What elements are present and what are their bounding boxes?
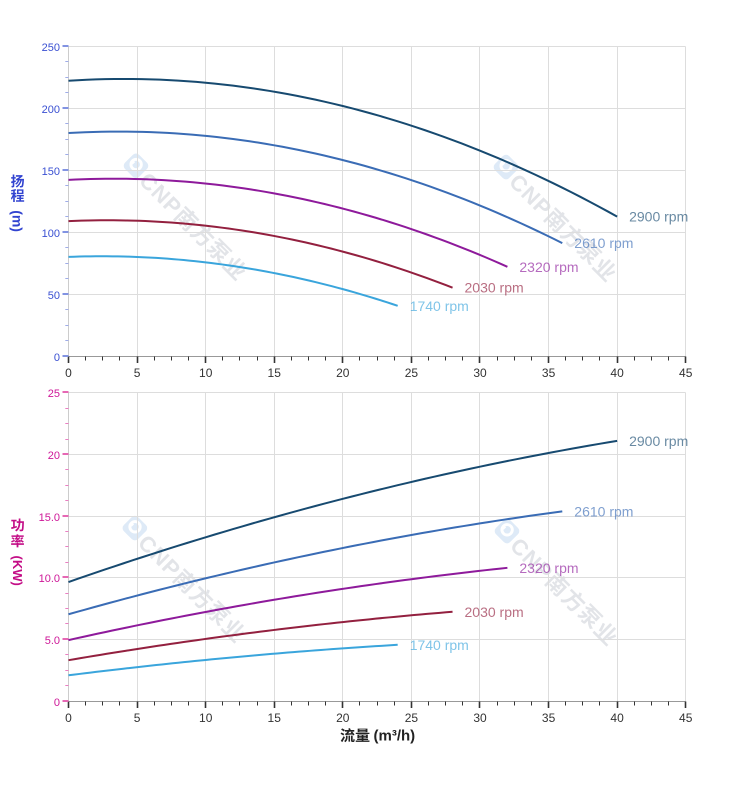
svg-text:45: 45 bbox=[679, 366, 693, 380]
svg-text:0: 0 bbox=[65, 366, 72, 380]
svg-text:15: 15 bbox=[268, 711, 282, 725]
svg-text:5.0: 5.0 bbox=[45, 635, 60, 647]
svg-text:150: 150 bbox=[42, 166, 60, 178]
svg-text:35: 35 bbox=[542, 711, 556, 725]
svg-text:20: 20 bbox=[336, 366, 350, 380]
svg-text:15: 15 bbox=[268, 366, 282, 380]
svg-text:0: 0 bbox=[65, 711, 72, 725]
svg-text:2610 rpm: 2610 rpm bbox=[574, 235, 633, 251]
svg-text:40: 40 bbox=[610, 366, 624, 380]
svg-text:5: 5 bbox=[134, 711, 141, 725]
svg-text:2030 rpm: 2030 rpm bbox=[465, 280, 524, 296]
svg-text:20: 20 bbox=[336, 711, 350, 725]
svg-text:25: 25 bbox=[405, 366, 419, 380]
svg-text:10: 10 bbox=[199, 366, 213, 380]
svg-text:20: 20 bbox=[48, 450, 60, 462]
svg-text:0: 0 bbox=[54, 697, 60, 709]
svg-text:5: 5 bbox=[134, 366, 141, 380]
svg-text:2610 rpm: 2610 rpm bbox=[574, 503, 633, 519]
svg-text:(KW): (KW) bbox=[10, 556, 25, 586]
svg-text:2320 rpm: 2320 rpm bbox=[519, 560, 578, 576]
svg-text:35: 35 bbox=[542, 366, 556, 380]
svg-text:250: 250 bbox=[42, 42, 60, 54]
svg-text:10: 10 bbox=[199, 711, 213, 725]
svg-text:40: 40 bbox=[610, 711, 624, 725]
svg-text:25: 25 bbox=[405, 711, 419, 725]
svg-text:(m³/h): (m³/h) bbox=[374, 728, 416, 745]
svg-text:30: 30 bbox=[473, 366, 487, 380]
svg-text:2320 rpm: 2320 rpm bbox=[519, 259, 578, 275]
svg-text:(m): (m) bbox=[10, 210, 26, 232]
svg-text:50: 50 bbox=[48, 290, 60, 302]
svg-text:2900 rpm: 2900 rpm bbox=[629, 209, 688, 225]
svg-text:200: 200 bbox=[42, 104, 60, 116]
svg-text:25: 25 bbox=[48, 388, 60, 400]
svg-text:2900 rpm: 2900 rpm bbox=[629, 433, 688, 449]
svg-text:2030 rpm: 2030 rpm bbox=[465, 604, 524, 620]
svg-text:45: 45 bbox=[679, 711, 693, 725]
svg-text:1740 rpm: 1740 rpm bbox=[410, 298, 469, 314]
svg-text:10.0: 10.0 bbox=[39, 573, 60, 585]
svg-text:1740 rpm: 1740 rpm bbox=[410, 637, 469, 653]
svg-text:15.0: 15.0 bbox=[39, 512, 60, 524]
svg-text:100: 100 bbox=[42, 228, 60, 240]
svg-text:30: 30 bbox=[473, 711, 487, 725]
svg-text:0: 0 bbox=[54, 352, 60, 364]
